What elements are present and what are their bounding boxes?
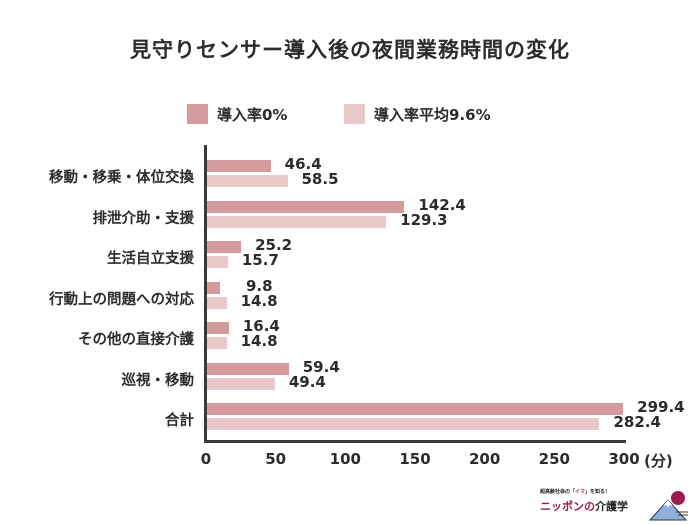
bar-series-0 <box>206 281 220 294</box>
x-tick-label: 50 <box>265 450 287 468</box>
logo-tagline-highlight: イマ <box>575 489 586 495</box>
category-label: 合計 <box>165 413 194 429</box>
logo-tagline: 超高齢社会の「イマ」を知る！ <box>540 488 610 495</box>
logo-name-b: 介護学 <box>595 500 628 513</box>
data-label: 59.4 <box>302 357 340 376</box>
data-label: 49.4 <box>288 372 326 391</box>
legend-swatch <box>187 104 208 124</box>
data-label: 14.8 <box>240 291 278 310</box>
bar-series-0 <box>206 403 624 415</box>
mount-fuji-icon <box>648 491 688 521</box>
data-label: 15.7 <box>241 251 279 269</box>
data-label: 9.8 <box>246 276 273 295</box>
bar-series-1 <box>206 377 275 390</box>
legend-item-rate-avg: 導入率平均9.6% <box>344 104 491 124</box>
logo-name: ニッポンの介護学 <box>540 498 628 514</box>
y-axis-line <box>204 145 207 443</box>
x-tick-label: 150 <box>399 450 431 468</box>
bar-series-1 <box>206 418 600 430</box>
x-tick-label: 200 <box>469 450 501 468</box>
category-label: 生活自立支援 <box>107 251 194 267</box>
data-label: 282.4 <box>613 413 661 431</box>
bar-series-1 <box>206 215 387 228</box>
logo-name-a: ニッポンの <box>540 500 595 513</box>
logo-tagline-pre: 超高齢社会の「 <box>540 489 576 495</box>
bar-series-0 <box>206 241 242 253</box>
x-tick-label: 100 <box>329 450 361 468</box>
data-label: 58.5 <box>301 170 339 188</box>
category-label: 行動上の問題への対応 <box>49 291 194 308</box>
bar-series-0 <box>206 160 271 172</box>
chart-title: 見守りセンサー導入後の夜間業務時間の変化 <box>130 38 570 62</box>
category-label: その他の直接介護 <box>78 332 194 348</box>
bar-series-0 <box>206 362 289 375</box>
legend-label: 導入率0% <box>217 105 288 124</box>
brand-logo: 超高齢社会の「イマ」を知る！ ニッポンの介護学 <box>540 488 690 521</box>
category-label: 移動・移乗・体位交換 <box>49 170 194 186</box>
x-tick-label: 300 <box>608 450 640 468</box>
legend-swatch <box>344 104 365 124</box>
bar-series-1 <box>206 175 288 187</box>
x-axis-unit: (分) <box>644 452 673 470</box>
bar-series-1 <box>206 256 228 268</box>
x-axis-line <box>204 440 626 443</box>
legend-label: 導入率平均9.6% <box>374 105 491 124</box>
logo-tagline-post: 」を知る！ <box>585 489 611 495</box>
x-tick-label: 0 <box>200 450 212 468</box>
legend-item-rate-0: 導入率0% <box>187 104 287 124</box>
data-label: 142.4 <box>418 195 466 214</box>
data-label: 129.3 <box>400 210 448 229</box>
category-label: 巡視・移動 <box>121 372 195 389</box>
bar-series-1 <box>206 337 227 349</box>
bar-series-0 <box>206 322 229 334</box>
bar-series-1 <box>206 296 227 309</box>
bar-series-0 <box>206 200 405 213</box>
category-label: 排泄介助・支援 <box>92 210 195 227</box>
data-label: 25.2 <box>255 236 293 254</box>
x-tick-label: 250 <box>538 450 570 468</box>
data-label: 14.8 <box>240 332 278 350</box>
data-label: 299.4 <box>637 398 685 416</box>
data-label: 46.4 <box>284 155 322 173</box>
data-label: 16.4 <box>242 317 280 335</box>
